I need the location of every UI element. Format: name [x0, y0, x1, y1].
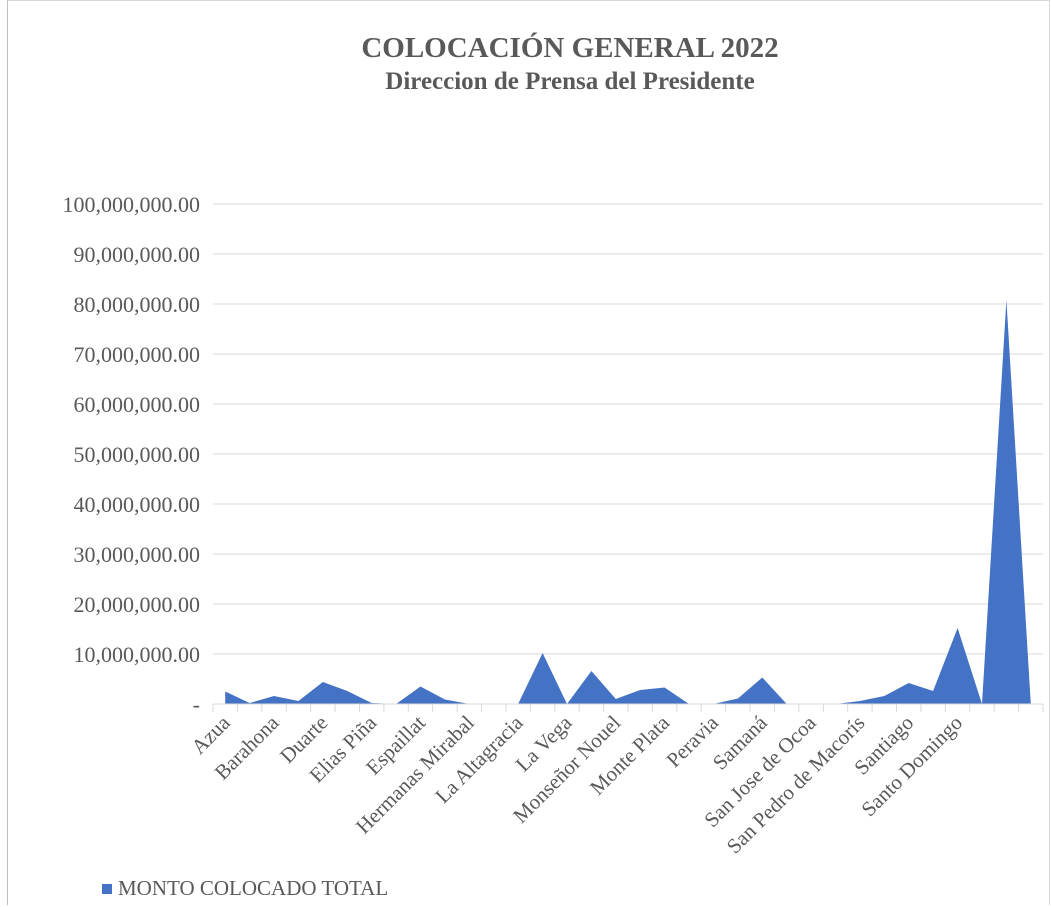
series-area-shape	[225, 300, 1031, 704]
y-tick-label: 70,000,000.00	[74, 342, 201, 367]
y-tick-label: 30,000,000.00	[74, 542, 201, 567]
y-tick-label: 90,000,000.00	[74, 242, 201, 267]
y-tick-label: 10,000,000.00	[74, 642, 201, 667]
legend-swatch	[102, 883, 112, 894]
y-tick-label: -	[193, 692, 200, 717]
y-tick-label: 40,000,000.00	[74, 492, 201, 517]
y-axis-labels: - 10,000,000.00 20,000,000.00 30,000,000.00…	[63, 192, 201, 717]
legend-label: MONTO COLOCADO TOTAL	[118, 876, 389, 900]
series-area	[225, 300, 1031, 704]
y-tick-label: 60,000,000.00	[74, 392, 201, 417]
y-tick-label: 100,000,000.00	[63, 192, 201, 217]
chart-title: COLOCACIÓN GENERAL 2022	[361, 32, 779, 64]
chart-frame	[7, 0, 1050, 905]
gridlines	[213, 203, 1043, 655]
chart-subtitle: Direccion de Prensa del Presidente	[385, 68, 755, 95]
y-tick-label: 50,000,000.00	[74, 442, 201, 467]
chart-title-block: COLOCACIÓN GENERAL 2022 Direccion de Pre…	[0, 30, 1051, 98]
y-tick-label: 80,000,000.00	[74, 292, 201, 317]
legend: MONTO COLOCADO TOTAL	[102, 876, 388, 901]
y-tick-label: 20,000,000.00	[74, 592, 201, 617]
